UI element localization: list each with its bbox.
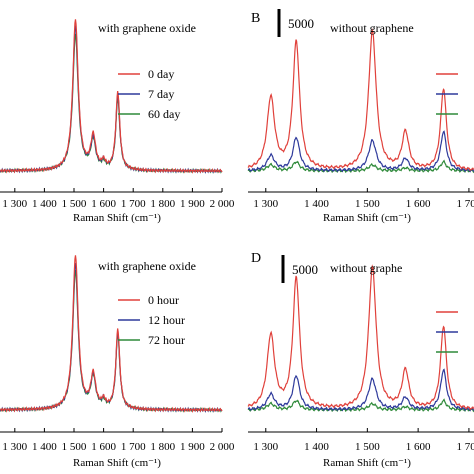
chart-panel-3: 1 300 1 400 1 500 1 600 1 700 1 800 1 900 2 000… bbox=[0, 255, 235, 469]
x-tick-label: 1 300 bbox=[253, 198, 278, 210]
legend-label: 72 hour bbox=[148, 333, 185, 347]
x-tick-label: 1 700 bbox=[121, 441, 146, 453]
x-tick-label: 1 500 bbox=[355, 198, 380, 210]
chart-panel-2: 1 300 1 400 1 500 1 600 1 700 Raman Shift (cm… bbox=[247, 9, 474, 224]
x-tick-label: 1 600 bbox=[91, 441, 116, 453]
x-tick-label: 2 000 bbox=[210, 198, 235, 210]
x-tick-label: 1 700 bbox=[457, 441, 474, 453]
series-line-2 bbox=[247, 130, 474, 173]
x-tick-label: 1 700 bbox=[457, 198, 474, 210]
legend-label: 12 hour bbox=[148, 313, 185, 327]
x-tick-label: 1 700 bbox=[121, 198, 146, 210]
x-tick-label: 1 400 bbox=[304, 198, 329, 210]
x-tick-label: 1 600 bbox=[406, 198, 431, 210]
series-line-1 bbox=[0, 19, 223, 174]
panel-label: B bbox=[251, 11, 260, 26]
legend-label: 0 hour bbox=[148, 293, 179, 307]
panel-note: with graphene oxide bbox=[98, 21, 196, 35]
x-tick-label: 1 400 bbox=[304, 441, 329, 453]
series-line-2 bbox=[247, 368, 474, 412]
x-tick-label: 1 600 bbox=[91, 198, 116, 210]
series-line-2 bbox=[0, 25, 223, 174]
x-tick-label: 2 000 bbox=[210, 441, 235, 453]
panel-note: with graphene oxide bbox=[98, 259, 196, 273]
x-tick-label: 1 900 bbox=[180, 198, 205, 210]
legend-label: 60 day bbox=[148, 107, 180, 121]
x-tick-label: 1 300 bbox=[2, 198, 27, 210]
series-line-2 bbox=[0, 262, 223, 413]
x-tick-label: 1 600 bbox=[406, 441, 431, 453]
x-axis-label: Raman Shift (cm⁻¹) bbox=[73, 212, 161, 224]
scale-bar-label: 5000 bbox=[288, 16, 314, 31]
legend-label: 7 day bbox=[148, 87, 174, 101]
series-line-3 bbox=[0, 33, 223, 174]
series-line-1 bbox=[247, 28, 474, 172]
legend-label: 0 day bbox=[148, 67, 174, 81]
x-axis-label: Raman Shift (cm⁻¹) bbox=[73, 457, 161, 469]
x-tick-label: 1 800 bbox=[150, 441, 175, 453]
x-tick-label: 1 400 bbox=[32, 441, 57, 453]
x-axis-label: Raman Shift (cm⁻¹) bbox=[323, 212, 411, 224]
x-tick-label: 1 900 bbox=[180, 441, 205, 453]
x-tick-label: 1 500 bbox=[62, 441, 87, 453]
x-tick-label: 1 500 bbox=[355, 441, 380, 453]
series-line-3 bbox=[0, 269, 223, 413]
series-line-1 bbox=[247, 264, 474, 411]
panel-note: without graphe bbox=[330, 261, 402, 275]
panel-label: D bbox=[251, 251, 261, 266]
chart-panel-1: 1 300 1 400 1 500 1 600 1 700 1 800 1 900 2 000… bbox=[0, 19, 235, 224]
x-tick-label: 1 500 bbox=[62, 198, 87, 210]
panel-note: without graphene bbox=[330, 21, 414, 35]
x-tick-label: 1 400 bbox=[32, 198, 57, 210]
series-line-3 bbox=[247, 159, 474, 174]
x-tick-label: 1 300 bbox=[2, 441, 27, 453]
x-axis-label: Raman Shift (cm⁻¹) bbox=[323, 457, 411, 469]
x-tick-label: 1 300 bbox=[253, 441, 278, 453]
series-line-3 bbox=[247, 398, 474, 413]
chart-panel-4: 1 300 1 400 1 500 1 600 1 700 Raman Shift (cm… bbox=[247, 251, 474, 469]
scale-bar-label: 5000 bbox=[292, 262, 318, 277]
x-tick-label: 1 800 bbox=[150, 198, 175, 210]
series-line-1 bbox=[0, 255, 223, 413]
